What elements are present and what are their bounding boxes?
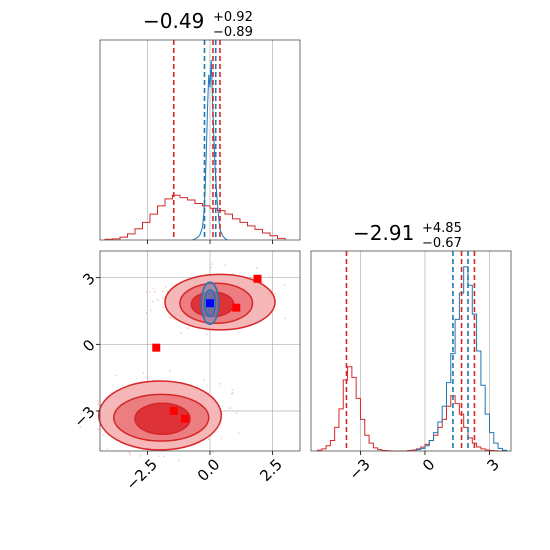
sample-point — [157, 455, 160, 458]
sample-point — [205, 333, 208, 336]
joint-contour-panel: −2.5 0.0 2.5 3 0 −3 — [70, 250, 301, 494]
y-tick-label: 0 — [79, 336, 98, 355]
title-param2-main: −2.91 — [353, 221, 414, 245]
sample-point — [146, 377, 149, 380]
sample-point — [237, 432, 240, 435]
sample-point — [178, 459, 181, 462]
sample-point — [156, 299, 159, 302]
sample-point — [211, 263, 213, 266]
title-param1-main: −0.49 — [143, 9, 204, 33]
sample-point — [96, 428, 99, 431]
title-param2-sub: −0.67 — [422, 236, 462, 251]
panel-frame — [99, 39, 301, 241]
sample-point — [97, 403, 99, 406]
histogram-red-step — [104, 194, 286, 240]
sample-point — [102, 434, 105, 436]
marker-red-square — [169, 407, 178, 415]
sample-point — [145, 291, 148, 294]
sample-point — [79, 426, 82, 428]
sample-point — [170, 316, 173, 319]
sample-point — [164, 285, 167, 288]
histogram-red-step — [316, 366, 507, 452]
panel-frame — [310, 250, 512, 452]
sample-point — [96, 400, 99, 403]
sample-point — [162, 306, 164, 309]
x-tick-label-param1: 2.5 — [256, 455, 286, 485]
sample-point — [283, 317, 286, 320]
sample-point — [212, 451, 215, 454]
sample-point — [187, 327, 190, 329]
sample-point — [168, 316, 171, 319]
sample-point — [169, 370, 171, 372]
sample-point — [235, 412, 238, 415]
sample-point — [152, 287, 155, 290]
sample-point — [161, 297, 164, 300]
title-param1-sup: +0.92 — [213, 10, 253, 25]
x-tick-label-param1: −2.5 — [122, 455, 160, 493]
sample-point — [210, 266, 213, 269]
sample-point — [268, 276, 271, 278]
title-param2-sup: +4.85 — [422, 221, 462, 236]
sample-point — [203, 378, 205, 381]
panel-frame — [99, 250, 301, 452]
y-tick-label: 3 — [79, 269, 98, 288]
marker-blue-square — [206, 299, 214, 308]
sample-point — [163, 455, 165, 458]
sample-point — [180, 332, 183, 335]
sample-point — [274, 292, 276, 295]
sample-point — [139, 455, 142, 457]
sample-point — [255, 267, 258, 270]
sample-point — [162, 290, 165, 293]
x-tick-label-param1: 0.0 — [194, 455, 224, 485]
sample-point — [129, 453, 132, 456]
sample-point — [231, 388, 234, 391]
sample-point — [228, 407, 231, 409]
sample-point — [115, 374, 118, 377]
y-tick-label: −3 — [70, 403, 98, 431]
sample-point — [153, 290, 156, 293]
sample-point — [151, 300, 154, 303]
marker-red-square — [181, 414, 189, 423]
sample-point — [231, 392, 234, 394]
marker-red-square — [253, 274, 262, 283]
marker-red-square — [232, 303, 241, 312]
marker-red-square — [152, 343, 161, 352]
sample-point — [145, 312, 148, 314]
x-tick-label-param2: 0 — [419, 455, 438, 474]
histogram-param2-panel: −3 0 3 — [310, 250, 512, 484]
histogram-param1-panel — [99, 39, 301, 244]
sample-point — [128, 451, 131, 454]
sample-point — [142, 371, 145, 374]
x-tick-label-param2: 3 — [483, 455, 502, 474]
sample-point — [218, 382, 221, 385]
sample-point — [106, 448, 109, 450]
sample-point — [207, 438, 210, 441]
sample-point — [261, 280, 264, 283]
sample-point — [220, 437, 223, 440]
sample-point — [149, 291, 151, 294]
sample-point — [283, 284, 286, 286]
x-tick-label-param2: −3 — [346, 455, 374, 483]
title-param1-sub: −0.89 — [213, 25, 253, 40]
sample-point — [149, 309, 152, 312]
sample-point — [173, 318, 176, 321]
sample-point — [224, 264, 227, 267]
